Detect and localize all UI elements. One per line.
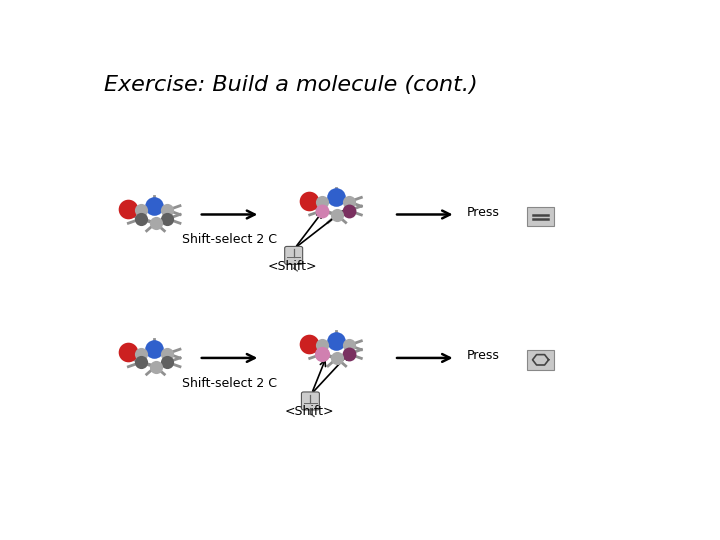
Point bbox=[122, 348, 133, 357]
Text: Exercise: Build a molecule (cont.): Exercise: Build a molecule (cont.) bbox=[104, 75, 477, 95]
Point bbox=[162, 349, 174, 358]
Point bbox=[303, 340, 315, 348]
Point bbox=[150, 219, 161, 227]
FancyBboxPatch shape bbox=[302, 392, 320, 410]
Point bbox=[317, 198, 328, 206]
Point bbox=[343, 349, 354, 358]
Point bbox=[317, 349, 328, 358]
FancyBboxPatch shape bbox=[527, 207, 554, 226]
Text: Shift-select 2 C: Shift-select 2 C bbox=[182, 233, 277, 246]
Point bbox=[331, 211, 343, 219]
Text: <Shift>: <Shift> bbox=[267, 260, 317, 273]
Point bbox=[303, 197, 315, 205]
Point bbox=[330, 336, 341, 345]
Point bbox=[148, 345, 160, 354]
Text: Press: Press bbox=[467, 206, 500, 219]
Point bbox=[135, 349, 147, 358]
Point bbox=[148, 201, 160, 210]
FancyBboxPatch shape bbox=[284, 246, 302, 265]
Point bbox=[135, 358, 147, 367]
Text: <Shift>: <Shift> bbox=[284, 406, 333, 419]
Point bbox=[135, 214, 147, 223]
Point bbox=[343, 198, 354, 206]
Point bbox=[330, 193, 341, 202]
Point bbox=[343, 341, 354, 349]
FancyBboxPatch shape bbox=[527, 349, 554, 370]
Text: Press: Press bbox=[467, 349, 500, 362]
Point bbox=[317, 206, 328, 215]
Point bbox=[343, 206, 354, 215]
Point bbox=[317, 341, 328, 349]
Point bbox=[331, 354, 343, 362]
Point bbox=[122, 205, 133, 213]
Text: Shift-select 2 C: Shift-select 2 C bbox=[182, 377, 277, 390]
Point bbox=[135, 206, 147, 214]
Point bbox=[162, 214, 174, 223]
Point bbox=[162, 206, 174, 214]
Point bbox=[162, 358, 174, 367]
Point bbox=[150, 362, 161, 371]
